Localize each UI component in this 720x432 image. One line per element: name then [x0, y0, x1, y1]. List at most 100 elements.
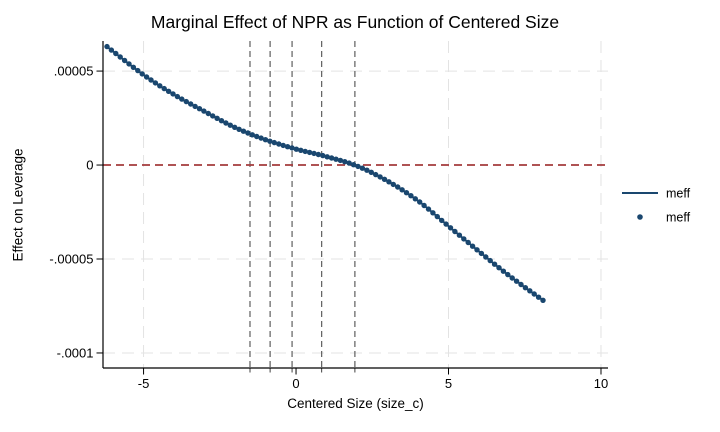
curve-dot	[425, 206, 432, 212]
curve-dot	[157, 83, 163, 89]
curve-dot	[483, 254, 489, 260]
curve-dot	[324, 154, 330, 160]
curve-dot	[280, 142, 286, 149]
curve-dot	[364, 167, 370, 173]
curve-dot	[381, 176, 388, 182]
curve-dot	[108, 47, 115, 53]
curve-dot	[161, 85, 167, 92]
curve-dot	[306, 149, 313, 156]
curve-dot	[139, 71, 145, 77]
curve-dot	[390, 181, 396, 188]
curve-dot	[152, 80, 159, 86]
curve-dot	[254, 133, 260, 140]
curve-dot	[487, 257, 493, 264]
curve-dot	[399, 187, 405, 193]
curve-dot	[430, 210, 436, 216]
curve-dot	[258, 135, 264, 141]
curve-dot	[531, 291, 537, 297]
curve-dot	[377, 174, 383, 180]
legend-dot-symbol	[637, 214, 643, 220]
curve-dot	[121, 57, 128, 64]
curve-dot	[518, 281, 524, 288]
curve-dot	[350, 162, 357, 168]
curve-dot	[469, 243, 476, 249]
curve-dot	[240, 128, 247, 134]
curve-dot	[104, 43, 110, 50]
x-tick-label: 10	[594, 376, 608, 391]
curve-dot	[135, 67, 141, 74]
curve-dot	[218, 118, 225, 124]
curve-dot	[386, 179, 392, 185]
legend-label: meff	[666, 187, 691, 201]
curve-dot	[267, 138, 273, 144]
curve-dot	[505, 271, 511, 278]
meff-line	[106, 45, 544, 302]
curve-dot	[249, 132, 255, 138]
x-axis-title: Centered Size (size_c)	[287, 396, 424, 411]
curve-dot	[346, 160, 352, 166]
curve-dot	[465, 239, 471, 246]
curve-dot	[271, 139, 277, 146]
curve-dot	[447, 225, 454, 231]
curve-dot	[333, 156, 339, 162]
curve-dot	[165, 88, 172, 95]
curve-dot	[143, 74, 150, 80]
curve-dot	[192, 103, 198, 110]
curve-dot	[496, 265, 502, 271]
curve-dot	[328, 155, 335, 161]
curve-dot	[298, 147, 304, 153]
curve-dot	[408, 193, 414, 199]
curve-dot	[412, 196, 418, 202]
curve-dot	[509, 275, 515, 281]
curve-dot	[417, 199, 423, 205]
curve-dot	[522, 285, 529, 291]
curve-dot	[315, 151, 322, 158]
curve-dot	[130, 64, 137, 71]
curve-dot	[223, 120, 229, 126]
legend-label: meff	[666, 211, 691, 225]
y-tick-label: -.00005	[49, 252, 93, 267]
curve-dot	[443, 221, 449, 227]
curve-dot	[117, 54, 123, 60]
curve-dot	[210, 113, 216, 119]
curve-dot	[113, 50, 119, 57]
curve-dot	[456, 232, 463, 238]
y-tick-label: -.0001	[57, 345, 94, 360]
curve-dot	[491, 261, 498, 267]
curve-dot	[201, 108, 207, 114]
curve-dot	[289, 145, 295, 151]
curve-dot	[342, 159, 348, 165]
curve-dot	[284, 144, 291, 150]
curve-dot	[232, 124, 238, 130]
curve-dot	[527, 288, 533, 294]
y-tick-label: 0	[86, 158, 93, 173]
curve-dot	[196, 106, 203, 112]
curve-dot	[262, 137, 269, 143]
curve-dot	[236, 126, 242, 132]
x-tick-label: 0	[292, 376, 299, 391]
curve-dot	[170, 91, 176, 97]
curve-dot	[227, 122, 233, 128]
curve-dot	[478, 250, 485, 257]
curve-dot	[188, 101, 194, 107]
curve-dot	[205, 110, 211, 117]
curve-dot	[245, 130, 251, 136]
curve-dot	[126, 61, 132, 67]
curve-dot	[302, 148, 308, 155]
curve-dot	[276, 141, 282, 147]
curve-dot	[311, 150, 317, 157]
curve-dot	[439, 217, 445, 224]
curve-dot	[461, 236, 467, 242]
curve-dot	[540, 297, 546, 303]
curve-dot	[174, 93, 181, 100]
curve-dot	[359, 165, 366, 171]
curve-dot	[337, 157, 344, 164]
curve-dot	[474, 247, 480, 253]
x-tick-label: -5	[138, 376, 150, 391]
curve-dot	[403, 190, 410, 196]
curve-dot	[500, 268, 507, 274]
y-tick-label: .00005	[54, 64, 94, 79]
curve-dot	[355, 163, 361, 170]
curve-dot	[395, 184, 401, 190]
